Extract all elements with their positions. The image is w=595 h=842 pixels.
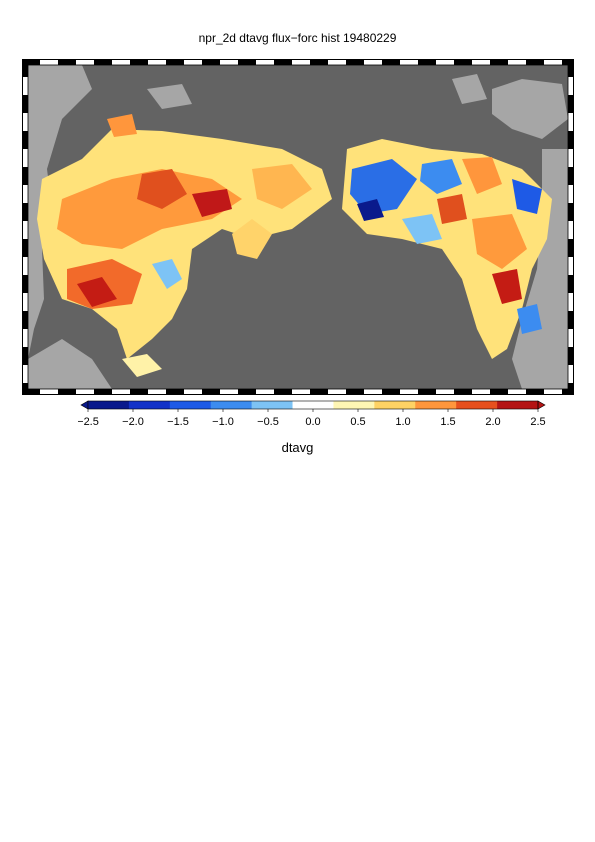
map-title: npr_2d dtavg flux−forc hist 19480229 xyxy=(198,31,397,45)
colorbar-segment xyxy=(374,401,416,409)
colorbar-tick-label: 2.5 xyxy=(530,416,545,428)
colorbar: −2.5 −2.0 −1.5 −1.0 −0.5 0.0 0.5 1.0 1.5 2.0 2.5 xyxy=(78,400,546,428)
colorbar-tick-label: −1.5 xyxy=(167,416,189,428)
colorbar-segment xyxy=(333,401,375,409)
colorbar-segments xyxy=(80,400,546,410)
colorbar-tick-label: 1.5 xyxy=(440,416,455,428)
colorbar-segment xyxy=(415,401,457,409)
colorbar-label: dtavg xyxy=(281,440,314,455)
colorbar-segment xyxy=(128,401,171,409)
land-mask xyxy=(28,65,568,389)
colorbar-tick-label: −0.5 xyxy=(257,416,279,428)
colorbar-segment xyxy=(88,401,130,409)
anomaly-field-america xyxy=(342,139,552,359)
colorbar-tick-label: −2.0 xyxy=(122,416,144,428)
colorbar-segment xyxy=(251,401,293,409)
colorbar-tick-label: 0.0 xyxy=(305,416,320,428)
anomaly-field-asia xyxy=(37,114,332,377)
colorbar-segment xyxy=(497,401,539,409)
map-frame xyxy=(22,59,574,395)
colorbar-tick-label: −2.5 xyxy=(78,416,99,428)
colorbar-segment xyxy=(210,401,252,409)
colorbar-tick-label: 1.0 xyxy=(395,416,410,428)
colorbar-segment xyxy=(292,401,334,409)
map-panel xyxy=(22,59,574,395)
colorbar-arrow-low xyxy=(80,400,89,410)
colorbar-segment xyxy=(169,401,212,409)
colorbar-arrow-high xyxy=(537,400,546,410)
colorbar-ticks: −2.5 −2.0 −1.5 −1.0 −0.5 0.0 0.5 1.0 1.5 2.0 2.5 xyxy=(78,409,546,428)
colorbar-tick-label: 2.0 xyxy=(485,416,500,428)
colorbar-segment xyxy=(456,401,498,409)
colorbar-tick-label: 0.5 xyxy=(350,416,365,428)
colorbar-tick-label: −1.0 xyxy=(212,416,234,428)
